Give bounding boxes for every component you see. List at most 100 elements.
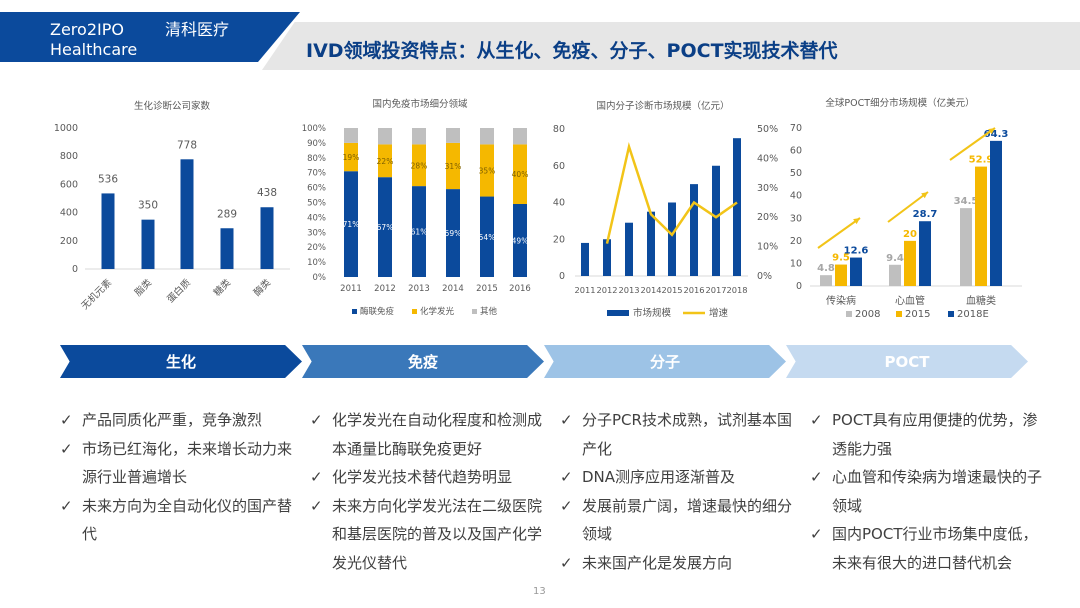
bar-segment — [412, 186, 426, 277]
bar — [960, 208, 972, 286]
stage-molecular: 分子 — [544, 345, 786, 378]
data-label: 350 — [138, 200, 158, 212]
bar — [141, 219, 155, 269]
bar — [668, 202, 676, 276]
bar-segment — [378, 144, 392, 178]
check-icon: ✓ — [60, 496, 73, 515]
data-label: 31% — [445, 162, 462, 171]
legend-label: 化学发光 — [420, 306, 455, 317]
check-icon: ✓ — [310, 411, 323, 429]
x-tick-label: 2011 — [340, 284, 362, 294]
bullet-item: ✓ 化学发光技术替代趋势明显 — [310, 463, 545, 492]
y-tick-label: 20 — [790, 236, 802, 247]
legend-label: 2008 — [855, 309, 880, 320]
data-label: 67% — [377, 223, 394, 232]
x-tick-label: 传染病 — [826, 294, 856, 307]
legend-swatch — [948, 311, 954, 317]
y-tick-label: 400 — [60, 208, 78, 219]
arrowhead-icon — [988, 128, 995, 135]
bar-segment — [378, 177, 392, 277]
bullet-text: 化学发光在自动化程度和检测成本通量比酶联免疫更好 — [332, 411, 543, 458]
bar — [581, 242, 589, 276]
y-tick-label: 70% — [307, 169, 326, 179]
bar — [850, 257, 862, 286]
bar-segment — [378, 128, 392, 145]
y-tick-label: 60 — [553, 161, 565, 172]
bullet-text: 产品同质化严重，竞争激烈 — [82, 411, 263, 429]
check-icon: ✓ — [60, 411, 73, 429]
bullet-text: 发展前景广阔，增速最快的细分领域 — [582, 496, 793, 544]
trend-arrow-icon — [817, 217, 861, 249]
check-icon: ✓ — [810, 525, 823, 543]
check-icon: ✓ — [560, 553, 573, 572]
bar-segment — [344, 171, 358, 277]
data-label: 52.9 — [969, 155, 994, 166]
y2-tick-label: 20% — [757, 212, 778, 223]
y-tick-label: 40 — [790, 191, 802, 202]
x-tick-label: 2013 — [618, 285, 639, 295]
trend-arrow-icon — [887, 191, 929, 223]
bar — [712, 165, 720, 276]
data-label: 536 — [98, 173, 118, 185]
bullet-text: 未来方向化学发光法在二级医院和基层医院的普及以及国产化学发光仪替代 — [332, 496, 543, 572]
bullet-item: ✓ POCT具有应用便捷的优势，渗透能力强 — [810, 406, 1045, 463]
bar — [904, 240, 916, 286]
legend-label: 市场规模 — [633, 307, 672, 319]
legend-swatch — [412, 309, 417, 314]
data-label: 4.8 — [817, 263, 835, 274]
data-label: 19% — [343, 153, 360, 162]
bar-segment — [480, 196, 494, 277]
bullet-text: 未来国产化是发展方向 — [582, 553, 733, 572]
brand-name-en-1: Zero2IPO — [50, 20, 124, 39]
x-tick-label: 无机元素 — [79, 276, 115, 312]
x-tick-label: 2012 — [596, 285, 617, 295]
bar-segment — [480, 128, 494, 145]
legend-label: 酶联免疫 — [360, 306, 395, 317]
data-label: 9.5 — [832, 253, 850, 264]
legend-label: 其他 — [480, 306, 498, 317]
bullet-item: ✓ 未来方向化学发光法在二级医院和基层医院的普及以及国产化学发光仪替代 — [310, 492, 545, 578]
x-tick-label: 2013 — [408, 284, 430, 294]
chart-title: 生化诊断公司家数 — [134, 100, 211, 112]
x-tick-label: 2016 — [509, 284, 531, 294]
slide-title: IVD领域投资特点：从生化、免疫、分子、POCT实现技术替代 — [306, 40, 838, 62]
y-tick-label: 0 — [796, 281, 802, 292]
bullets-biochem: ✓ 产品同质化严重，竞争激烈 ✓ 市场已红海化，未来增长动力来源行业普遍增长 ✓ 未来方向… — [60, 406, 295, 549]
bar — [820, 275, 832, 286]
brand-name-en-2: Healthcare — [50, 40, 138, 59]
bullet-item: ✓ DNA测序应用逐渐普及 — [560, 463, 795, 492]
chart-title: 国内免疫市场细分领域 — [372, 98, 468, 110]
bullet-text: POCT具有应用便捷的优势，渗透能力强 — [832, 411, 1038, 458]
chart-title: 国内分子诊断市场规模（亿元） — [596, 100, 729, 112]
x-tick-label: 脂类 — [132, 276, 154, 298]
check-icon: ✓ — [560, 411, 573, 429]
bar-segment — [412, 144, 426, 187]
bar — [647, 211, 655, 276]
bar — [180, 159, 194, 269]
x-tick-label: 2015 — [661, 285, 682, 295]
data-label: 49% — [512, 236, 529, 245]
y-tick-label: 70 — [790, 123, 802, 134]
y-tick-label: 90% — [307, 139, 326, 149]
data-label: 28% — [411, 161, 428, 170]
y-tick-label: 80% — [307, 154, 326, 164]
bullet-text: 化学发光技术替代趋势明显 — [332, 468, 513, 486]
y-tick-label: 60 — [790, 146, 802, 157]
data-label: 20 — [903, 229, 917, 240]
bullet-text: 市场已红海化，未来增长动力来源行业普遍增长 — [82, 439, 293, 487]
bar — [835, 264, 847, 286]
y-tick-label: 200 — [60, 236, 78, 247]
bullet-text: 心血管和传染病为增速最快的子领域 — [832, 468, 1043, 515]
bullet-text: 国内POCT行业市场集中度低，未来有很大的进口替代机会 — [832, 525, 1038, 572]
y-tick-label: 600 — [60, 179, 78, 190]
legend-swatch — [607, 310, 629, 316]
bullets-poct: ✓ POCT具有应用便捷的优势，渗透能力强 ✓ 心血管和传染病为增速最快的子领域 ✓ 国内… — [810, 406, 1045, 577]
bar-segment — [446, 128, 460, 143]
bullet-item: ✓ 国内POCT行业市场集中度低，未来有很大的进口替代机会 — [810, 520, 1045, 577]
bar — [603, 239, 611, 276]
y-tick-label: 1000 — [54, 123, 78, 134]
y2-tick-label: 30% — [757, 183, 778, 194]
y-tick-label: 40 — [553, 198, 565, 209]
y2-tick-label: 50% — [757, 124, 778, 135]
